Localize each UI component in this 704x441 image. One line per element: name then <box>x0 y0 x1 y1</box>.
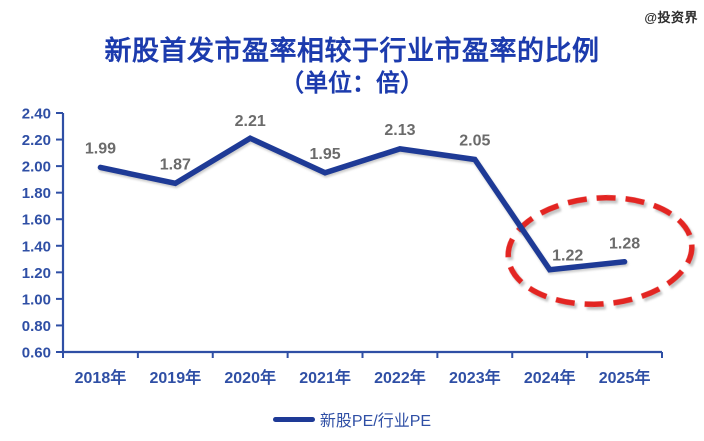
legend: 新股PE/行业PE <box>0 406 704 432</box>
data-label: 1.87 <box>160 156 191 173</box>
chart-title: 新股首发市盈率相较于行业市盈率的比例 <box>104 36 600 66</box>
x-tick-label: 2023年 <box>449 368 501 387</box>
x-tick-label: 2018年 <box>75 368 127 387</box>
x-tick-label: 2022年 <box>374 368 426 387</box>
y-tick-label: 1.20 <box>22 265 51 282</box>
y-tick-label: 1.40 <box>22 238 51 255</box>
data-label: 2.05 <box>459 132 490 149</box>
y-tick-label: 1.60 <box>22 212 51 229</box>
x-tick-label: 2019年 <box>150 368 202 387</box>
y-tick-label: 0.80 <box>22 318 51 335</box>
data-label: 2.21 <box>235 113 266 130</box>
legend-line-swatch <box>272 416 315 422</box>
series-line <box>97 135 628 273</box>
data-label: 1.95 <box>309 146 340 163</box>
x-tick-label: 2024年 <box>524 368 576 387</box>
data-label: 1.28 <box>609 236 640 253</box>
highlight-ellipse <box>505 194 695 308</box>
y-tick-label: 2.00 <box>22 159 51 176</box>
watermark: @投资界 <box>644 10 698 25</box>
x-tick-label: 2025年 <box>599 368 651 387</box>
y-tick-label: 2.40 <box>22 106 51 123</box>
y-tick-label: 0.60 <box>22 345 51 362</box>
x-tick-label: 2020年 <box>224 368 276 387</box>
data-label: 2.13 <box>384 122 415 139</box>
data-label: 1.99 <box>85 140 116 157</box>
axes <box>61 113 662 354</box>
data-label: 1.22 <box>552 248 583 265</box>
x-tick-label: 2021年 <box>299 368 351 387</box>
y-tick-label: 2.20 <box>22 132 51 149</box>
chart-subtitle: （单位：倍） <box>280 70 424 97</box>
y-tick-label: 1.00 <box>22 291 51 308</box>
y-tick-label: 1.80 <box>22 185 51 202</box>
legend-label: 新股PE/行业PE <box>319 413 432 430</box>
